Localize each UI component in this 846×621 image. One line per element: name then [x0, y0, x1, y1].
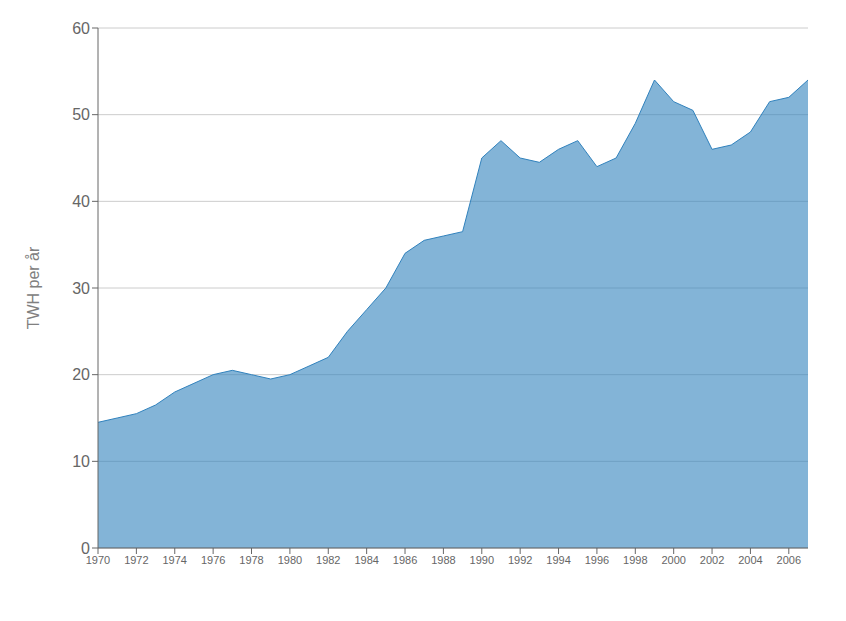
svg-text:60: 60 — [72, 20, 90, 37]
svg-text:1986: 1986 — [393, 554, 417, 566]
svg-text:40: 40 — [72, 193, 90, 210]
svg-text:1980: 1980 — [278, 554, 302, 566]
svg-text:0: 0 — [81, 540, 90, 557]
svg-text:1992: 1992 — [508, 554, 532, 566]
svg-text:1978: 1978 — [239, 554, 263, 566]
svg-text:10: 10 — [72, 453, 90, 470]
svg-text:1974: 1974 — [163, 554, 187, 566]
svg-text:20: 20 — [72, 366, 90, 383]
svg-text:1972: 1972 — [124, 554, 148, 566]
svg-text:1984: 1984 — [354, 554, 378, 566]
svg-text:2002: 2002 — [700, 554, 724, 566]
svg-text:2000: 2000 — [661, 554, 685, 566]
svg-text:2004: 2004 — [738, 554, 762, 566]
svg-text:1976: 1976 — [201, 554, 225, 566]
svg-text:1982: 1982 — [316, 554, 340, 566]
svg-text:TWH per år: TWH per år — [25, 246, 42, 329]
svg-text:1994: 1994 — [546, 554, 570, 566]
svg-text:50: 50 — [72, 106, 90, 123]
svg-text:2006: 2006 — [777, 554, 801, 566]
svg-text:1970: 1970 — [85, 553, 111, 566]
svg-text:1988: 1988 — [431, 554, 455, 566]
svg-text:30: 30 — [72, 280, 90, 297]
svg-text:1998: 1998 — [623, 554, 647, 566]
svg-text:1996: 1996 — [585, 554, 609, 566]
svg-text:1990: 1990 — [470, 554, 494, 566]
